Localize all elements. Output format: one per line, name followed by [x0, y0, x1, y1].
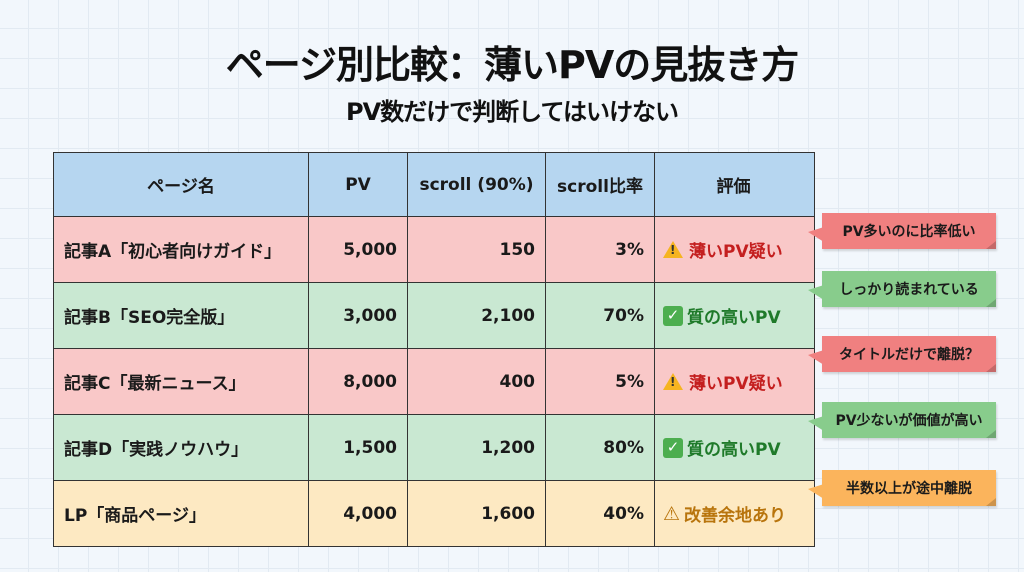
evaluation-label: 薄いPV疑い [689, 241, 783, 262]
cell-pv: 4,000 [308, 480, 408, 547]
cell-evaluation: 薄いPV疑い [654, 216, 815, 283]
comparison-table: ページ名 PV scroll (90%) scroll比率 評価 記事A「初心者… [53, 152, 815, 547]
cell-ratio: 40% [545, 480, 655, 547]
cell-scroll: 150 [407, 216, 546, 283]
cell-evaluation: 薄いPV疑い [654, 348, 815, 415]
cell-scroll: 2,100 [407, 282, 546, 349]
evaluation-label: 薄いPV疑い [689, 373, 783, 394]
callout-note: PV多いのに比率低い [808, 213, 996, 249]
evaluation-badge: ⚠ 改善余地あり [663, 501, 787, 527]
callout-note: タイトルだけで離脱？ [808, 336, 996, 372]
callout-note: 半数以上が途中離脱 [808, 470, 996, 506]
column-header-pv: PV [308, 152, 408, 217]
column-header-scroll: scroll (90%) [407, 152, 546, 217]
evaluation-badge: ✓ 質の高いPV [663, 435, 781, 460]
cell-scroll: 400 [407, 348, 546, 415]
cell-ratio: 5% [545, 348, 655, 415]
check-icon: ✓ [663, 305, 683, 326]
cell-ratio: 70% [545, 282, 655, 349]
column-header-scroll-ratio: scroll比率 [545, 152, 655, 217]
table-row: 記事D「実践ノウハウ」 1,500 1,200 80% ✓ 質の高いPV [53, 414, 815, 481]
evaluation-label: 改善余地あり [684, 506, 787, 526]
cell-pv: 1,500 [308, 414, 408, 481]
page-title: ページ別比較：薄いPVの見抜き方 [225, 43, 800, 87]
cell-ratio: 80% [545, 414, 655, 481]
callout-note: PV少ないが価値が高い [808, 402, 996, 438]
table-row: 記事C「最新ニュース」 8,000 400 5% 薄いPV疑い [53, 348, 815, 415]
table-row: 記事B「SEO完全版」 3,000 2,100 70% ✓ 質の高いPV [53, 282, 815, 349]
cell-scroll: 1,200 [407, 414, 546, 481]
warning-outline-icon: ⚠ [663, 502, 681, 525]
cell-page-name: 記事C「最新ニュース」 [53, 348, 309, 415]
cell-ratio: 3% [545, 216, 655, 283]
check-icon: ✓ [663, 437, 683, 458]
cell-page-name: LP「商品ページ」 [53, 480, 309, 547]
cell-page-name: 記事D「実践ノウハウ」 [53, 414, 309, 481]
table-header-row: ページ名 PV scroll (90%) scroll比率 評価 [53, 152, 815, 217]
cell-pv: 3,000 [308, 282, 408, 349]
cell-evaluation: ✓ 質の高いPV [654, 414, 815, 481]
warning-icon [663, 240, 683, 258]
cell-pv: 8,000 [308, 348, 408, 415]
evaluation-label: 質の高いPV [687, 308, 781, 328]
table-row: LP「商品ページ」 4,000 1,600 40% ⚠ 改善余地あり [53, 480, 815, 547]
evaluation-badge: 薄いPV疑い [663, 237, 783, 262]
cell-evaluation: ⚠ 改善余地あり [654, 480, 815, 547]
evaluation-badge: 薄いPV疑い [663, 369, 783, 394]
table-row: 記事A「初心者向けガイド」 5,000 150 3% 薄いPV疑い [53, 216, 815, 283]
page-subtitle: PV数だけで判断してはいけない [346, 98, 679, 126]
column-header-evaluation: 評価 [654, 152, 815, 217]
evaluation-label: 質の高いPV [687, 440, 781, 460]
cell-evaluation: ✓ 質の高いPV [654, 282, 815, 349]
warning-icon [663, 372, 683, 390]
column-header-page-name: ページ名 [53, 152, 309, 217]
cell-page-name: 記事A「初心者向けガイド」 [53, 216, 309, 283]
cell-scroll: 1,600 [407, 480, 546, 547]
cell-pv: 5,000 [308, 216, 408, 283]
callout-note: しっかり読まれている [808, 271, 996, 307]
cell-page-name: 記事B「SEO完全版」 [53, 282, 309, 349]
evaluation-badge: ✓ 質の高いPV [663, 303, 781, 328]
